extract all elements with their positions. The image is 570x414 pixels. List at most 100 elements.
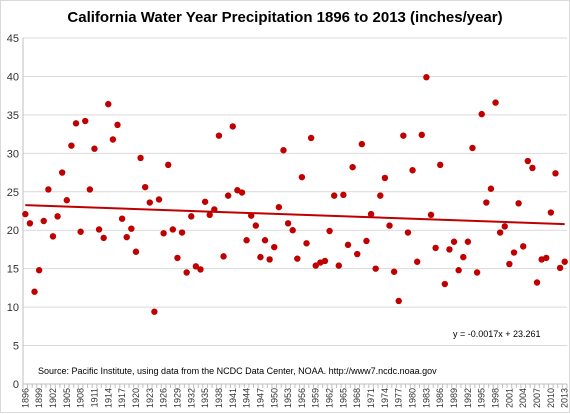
data-point (151, 308, 158, 315)
data-point (248, 212, 255, 219)
data-point (137, 154, 144, 162)
data-point (358, 140, 366, 148)
x-tick-label: 1983 (421, 388, 431, 408)
x-tick-label: 1998 (491, 388, 501, 408)
data-point (413, 258, 421, 265)
data-point (238, 189, 246, 196)
data-point (418, 131, 425, 139)
data-point (206, 211, 213, 219)
data-point (441, 280, 449, 288)
x-tick-label: 1995 (477, 388, 487, 408)
data-point (201, 198, 209, 205)
data-point (363, 237, 370, 245)
x-tick-label: 1968 (352, 388, 362, 408)
data-point (95, 226, 103, 233)
data-point (386, 222, 393, 229)
data-point (460, 253, 467, 261)
data-point (211, 206, 218, 213)
data-point (68, 142, 75, 149)
data-point (335, 262, 342, 269)
data-point (354, 250, 361, 258)
data-point (496, 229, 504, 236)
x-tick-label: 1959 (311, 388, 321, 408)
data-point (423, 74, 430, 81)
y-tick-label: 20 (7, 225, 19, 237)
y-tick-label: 10 (7, 302, 19, 314)
x-tick-label: 2001 (504, 388, 514, 408)
data-point (197, 266, 204, 273)
x-tick-label: 1974 (380, 388, 390, 408)
data-point (427, 211, 435, 219)
trendline (25, 204, 565, 226)
x-tick-label: 2013 (560, 388, 570, 408)
x-tick-label: 1962 (325, 388, 335, 408)
data-point (473, 269, 481, 276)
data-point (506, 260, 513, 268)
data-point (178, 229, 186, 236)
x-tick-label: 1977 (394, 388, 404, 408)
data-point (72, 120, 80, 127)
y-tick-label: 45 (7, 33, 19, 45)
data-point (307, 134, 315, 142)
data-point (390, 268, 398, 275)
data-point (501, 223, 508, 230)
x-tick-label: 1980 (408, 388, 418, 408)
data-point (77, 228, 84, 235)
y-tick-label: 5 (13, 341, 19, 353)
data-point (372, 265, 379, 272)
data-point (271, 243, 278, 251)
data-point (40, 217, 47, 225)
data-point (169, 226, 177, 233)
x-tick-label: 1935 (200, 388, 210, 408)
data-point (220, 253, 227, 260)
data-point (446, 246, 453, 253)
x-tick-label: 1923 (145, 388, 155, 408)
data-point (464, 238, 472, 245)
data-point (552, 170, 559, 177)
data-point (22, 210, 29, 218)
x-tick-label: 1965 (338, 388, 348, 408)
data-point (243, 237, 250, 244)
data-point (321, 257, 329, 265)
x-tick-label: 1941 (228, 388, 238, 408)
x-tick-label: 1944 (242, 388, 252, 408)
data-point (349, 163, 356, 171)
data-point (455, 267, 462, 274)
data-point (547, 209, 555, 216)
x-tick-label: 1917 (117, 388, 127, 408)
data-point (510, 249, 518, 256)
data-point (400, 132, 407, 139)
x-tick-label: 1932 (186, 388, 196, 408)
data-points (22, 74, 568, 315)
x-tick-label: 1947 (255, 388, 265, 408)
x-tick-label: 1953 (283, 388, 293, 408)
data-point (252, 222, 260, 229)
x-tick-label: 2007 (532, 388, 542, 408)
data-point (294, 255, 301, 262)
data-point (183, 269, 190, 276)
data-point (450, 238, 458, 245)
data-point (105, 100, 112, 108)
x-tick-label: 1989 (449, 388, 459, 408)
data-point (100, 234, 107, 242)
data-point (556, 264, 564, 272)
data-point (146, 199, 153, 206)
data-point (261, 237, 269, 244)
data-point (128, 225, 135, 232)
data-point (432, 244, 439, 252)
data-point (524, 157, 532, 165)
data-point (483, 199, 490, 206)
data-point (192, 263, 200, 270)
data-point (529, 164, 536, 172)
data-point (82, 117, 89, 125)
data-point (533, 279, 541, 286)
data-point (284, 220, 292, 227)
data-point (114, 121, 121, 129)
x-tick-label: 1971 (366, 388, 376, 408)
y-tick-label: 15 (7, 264, 19, 276)
data-point (266, 256, 273, 263)
data-point (437, 161, 444, 169)
y-tick-label: 0 (13, 379, 19, 391)
